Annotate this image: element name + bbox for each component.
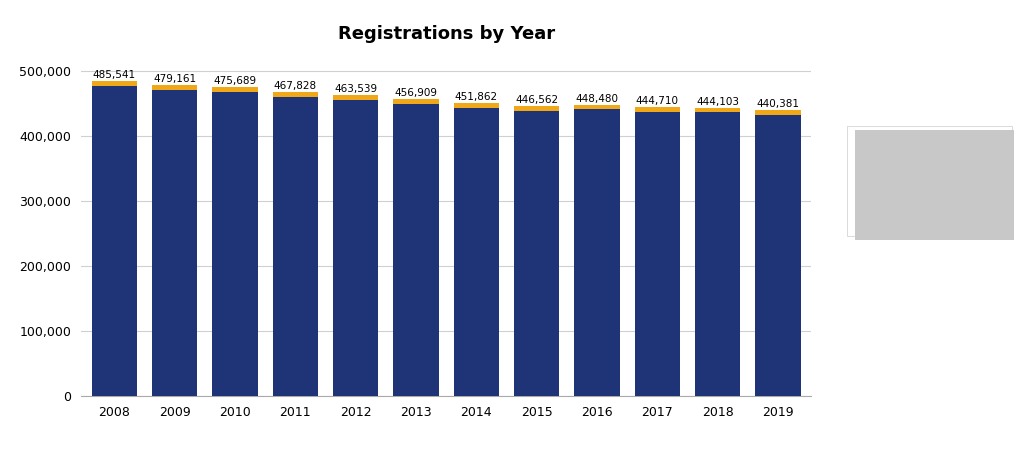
Text: 448,480: 448,480 [576, 94, 619, 104]
Bar [574, 105, 620, 109]
Text: 444,710: 444,710 [636, 96, 678, 106]
Bar [453, 103, 499, 108]
Bar [333, 100, 378, 396]
Bar [393, 99, 439, 104]
Text: 467,828: 467,828 [274, 81, 317, 91]
Bar [91, 81, 137, 86]
Text: 446,562: 446,562 [515, 95, 559, 105]
Bar [514, 111, 560, 396]
Text: 463,539: 463,539 [334, 84, 377, 94]
Text: 440,381: 440,381 [756, 99, 799, 109]
Bar [212, 92, 258, 396]
Bar [453, 108, 499, 396]
Bar [755, 110, 801, 115]
Bar [635, 108, 680, 112]
Text: 456,909: 456,909 [394, 89, 437, 99]
Bar [273, 92, 318, 97]
Bar [574, 109, 620, 396]
Bar [273, 97, 318, 396]
Text: 451,862: 451,862 [454, 92, 498, 102]
Bar [514, 106, 560, 111]
Text: 444,103: 444,103 [697, 97, 739, 107]
Bar [152, 90, 198, 396]
Text: 479,161: 479,161 [153, 74, 196, 84]
Text: 485,541: 485,541 [92, 70, 136, 80]
Bar [91, 86, 137, 396]
Bar [695, 108, 740, 112]
FancyBboxPatch shape [856, 130, 1014, 240]
Legend: Motorized, Non Motorized: Motorized, Non Motorized [848, 126, 1012, 236]
Bar [393, 104, 439, 396]
Title: Registrations by Year: Registrations by Year [338, 25, 555, 43]
Bar [755, 115, 801, 396]
Bar [152, 85, 198, 90]
Bar [333, 95, 378, 100]
Bar [695, 112, 740, 396]
Text: 475,689: 475,689 [213, 76, 257, 86]
Bar [635, 112, 680, 396]
Bar [212, 87, 258, 92]
